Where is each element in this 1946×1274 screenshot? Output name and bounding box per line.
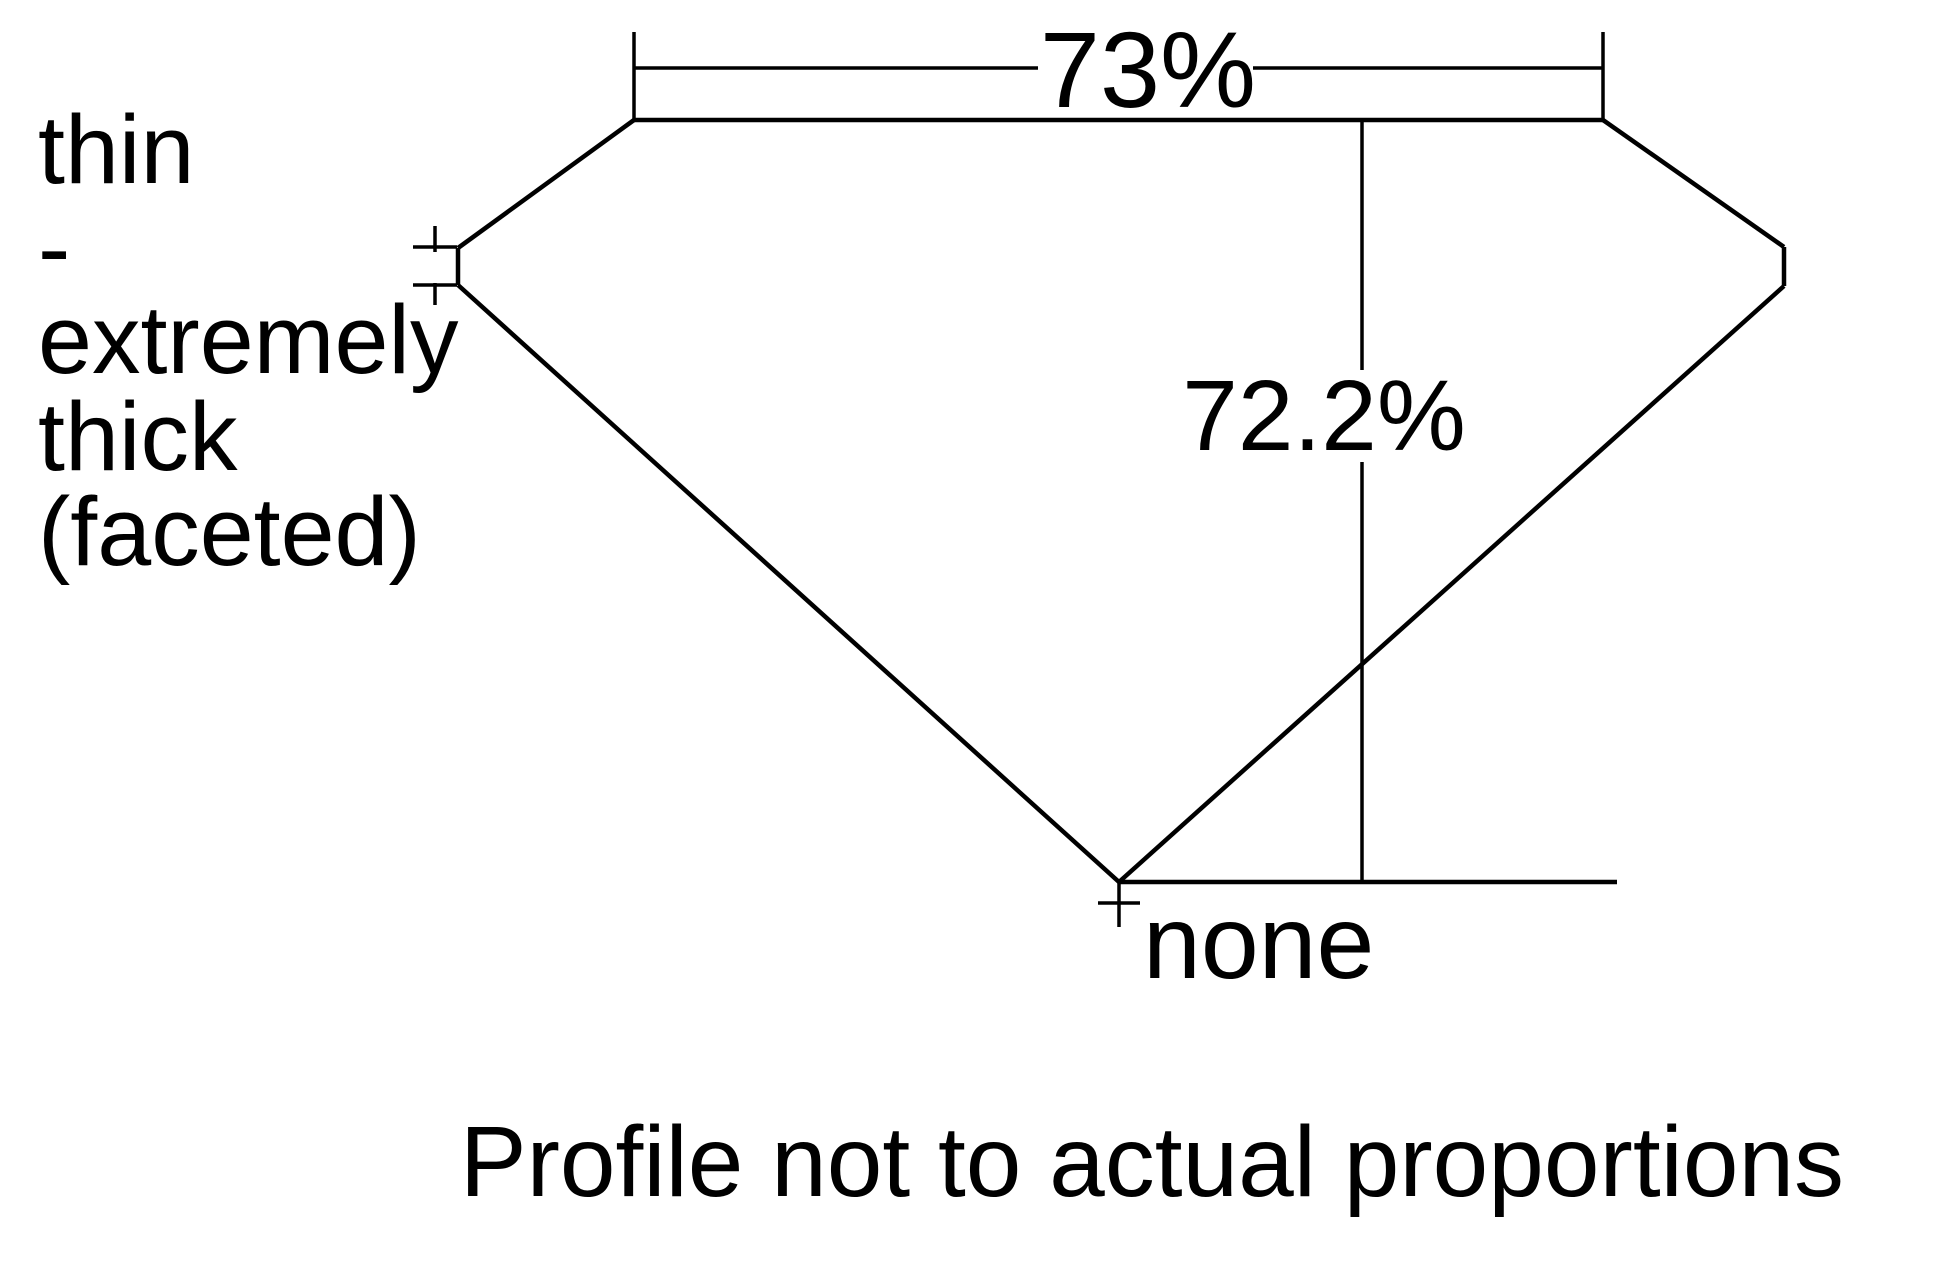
girdle-label-line-4: thick	[38, 382, 238, 491]
depth-percent-label: 72.2%	[1182, 360, 1466, 472]
pavilion-left-line	[456, 283, 1121, 884]
girdle-label-line-3: extremely	[38, 285, 459, 394]
crown-facet-left-line	[456, 118, 636, 250]
table-width-percent-label: 73%	[1040, 9, 1256, 130]
girdle-label-line-1: thin	[38, 95, 194, 204]
diagram-linework	[413, 32, 1787, 927]
girdle-label-line-5: (faceted)	[38, 477, 421, 586]
pavilion-right-line	[1117, 284, 1786, 884]
caption-text: Profile not to actual proportions	[460, 1106, 1844, 1218]
girdle-label-line-2: -	[38, 193, 70, 302]
culet-size-label: none	[1143, 885, 1374, 1001]
crown-facet-right-line	[1601, 118, 1786, 249]
diagram-labels: 73% 72.2% none thin - extremely thick (f…	[38, 9, 1844, 1218]
